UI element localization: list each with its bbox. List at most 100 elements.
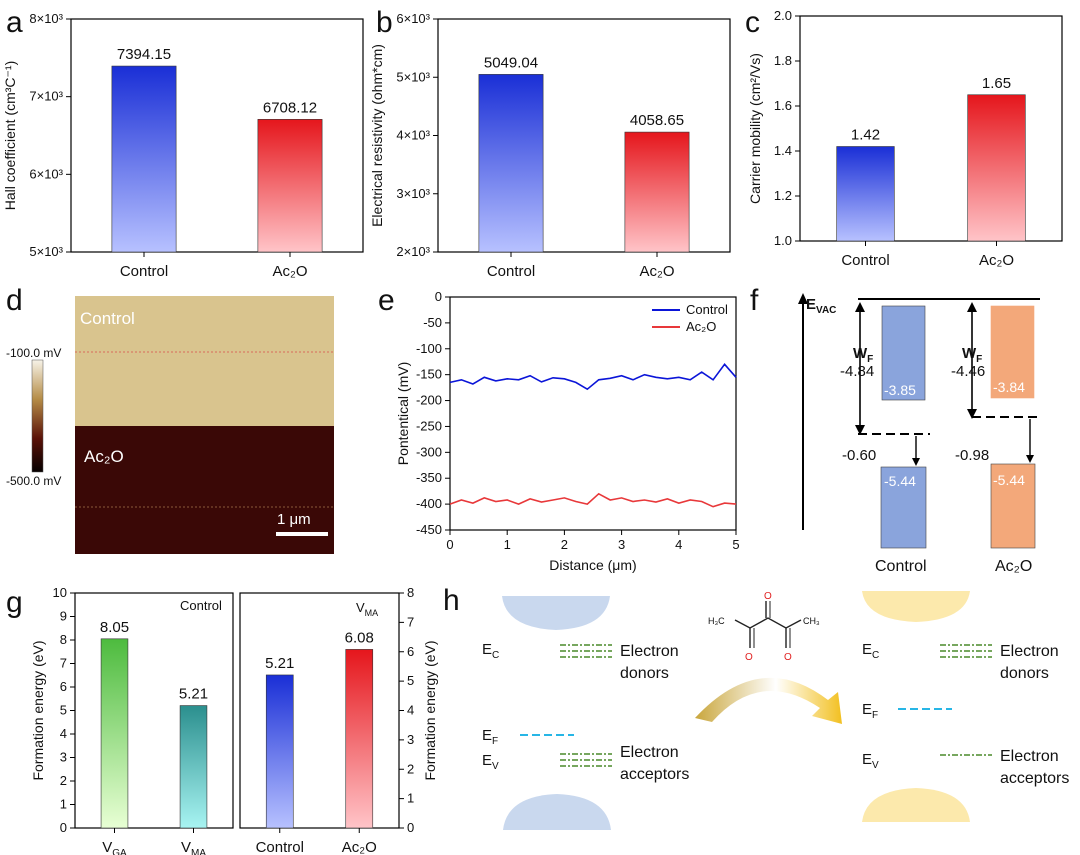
bar: [967, 94, 1026, 242]
x-tick-label: VMA: [181, 839, 206, 855]
ac2o-valence-block: [990, 463, 1036, 549]
control-wf-arrow-down: [855, 425, 865, 435]
y-tick-label: -400: [416, 496, 442, 511]
y-tick-label: 5×10³: [396, 69, 430, 84]
ac2o-diagram-label: Ac₂O: [995, 558, 1032, 575]
y-tick-label: 5: [407, 673, 414, 688]
y-tick-label: 0: [407, 820, 414, 835]
panel-f-energy-diagram: EVAC -3.85 -5.44 WF -4.84 -0.60 Control …: [798, 293, 1040, 575]
panel-letter-h: h: [443, 584, 460, 617]
x-tick-label-main: Control: [487, 263, 535, 280]
left-ef-label: EF: [482, 727, 498, 747]
molecule-oxygen-top: O: [764, 591, 772, 602]
y-tick-label: 5×10³: [29, 244, 63, 259]
x-tick-label-main: Ac₂O: [342, 839, 377, 855]
y-tick-label: 3×10³: [396, 186, 430, 201]
y-tick-label: 6: [60, 679, 67, 694]
left-donors-label-1: Electron: [620, 643, 679, 660]
chart-formation-energy-vma: 0 1 2 3 4 5 6 7 8 Formation energy (eV) 5.21 Contro…: [239, 585, 438, 855]
y-tick-label: -250: [416, 418, 442, 433]
y-tick-label: -50: [423, 315, 442, 330]
molecule-oxygen-left: O: [745, 652, 753, 663]
x-tick-label: 3: [618, 537, 625, 552]
x-tick-label: 5: [732, 537, 739, 552]
x-tick-label-main: Control: [120, 263, 168, 280]
panel-letter-c: c: [745, 6, 760, 39]
y-tick-label: -200: [416, 393, 442, 408]
x-tick-label-main: Ac₂O: [273, 263, 308, 280]
annotation-vma: VMA: [356, 600, 378, 618]
x-tick-label-sub: MA: [191, 848, 206, 855]
bar-value-label: 1.65: [982, 75, 1011, 92]
y-tick-label: 7×10³: [29, 89, 63, 104]
x-tick-label-sub: GA: [112, 848, 127, 855]
right-acceptors-label-1: Electron: [1000, 748, 1059, 765]
kpfm-label-control: Control: [80, 309, 135, 328]
y-tick-label: 4: [60, 726, 67, 741]
x-tick-label-main: V: [181, 839, 191, 855]
kpfm-control-region: [75, 296, 334, 427]
legend-label: Control: [686, 302, 728, 317]
y-axis-title: Carrier mobility (cm²/Vs): [747, 53, 763, 204]
ac2o-conduction-block: [990, 305, 1035, 399]
panel-letter-f: f: [750, 284, 759, 317]
y-tick-label: -100: [416, 341, 442, 356]
y-tick-label: 0: [60, 820, 67, 835]
x-tick-label: Ac₂O: [273, 263, 308, 280]
x-tick-label: VGA: [102, 839, 127, 855]
x-tick-label-main: Ac₂O: [640, 263, 675, 280]
y-tick-label: 6×10³: [396, 11, 430, 26]
chart-surface-potential: 0 -50 -100 -150 -200 -250 -300 -350 -400 -450 0 1 2 3…: [395, 289, 740, 573]
x-tick-label: Control: [120, 263, 168, 280]
panel-letter-e: e: [378, 284, 395, 317]
left-conduction-band: [502, 596, 610, 630]
bar-value-label: 1.42: [851, 127, 880, 144]
y-tick-label: 7: [60, 656, 67, 671]
left-acceptor-levels: [560, 753, 612, 767]
x-tick-label: 1: [504, 537, 511, 552]
ac2o-wf-arrow-down: [967, 409, 977, 419]
right-ev-label: EV: [862, 751, 879, 771]
x-tick-label-main: V: [102, 839, 112, 855]
y-tick-label: 4×10³: [396, 128, 430, 143]
right-donors-label-2: donors: [1000, 665, 1049, 682]
bar: [111, 65, 177, 253]
kpfm-label-ac2o: Ac₂O: [84, 447, 124, 466]
ac2o-wf-label: WF: [962, 345, 982, 365]
y-tick-label: 4: [407, 703, 414, 718]
right-acceptors-label-2: acceptors: [1000, 770, 1069, 787]
left-ev-label: EV: [482, 752, 499, 772]
y-tick-label: 8: [407, 585, 414, 600]
x-tick-label: Control: [487, 263, 535, 280]
y-axis-title: Hall coefficient (cm³C⁻¹): [2, 61, 18, 211]
x-tick-label: 2: [561, 537, 568, 552]
y-tick-label: 1.6: [774, 98, 792, 113]
chart-electrical-resistivity: 2×10³ 3×10³ 4×10³ 5×10³ 6×10³ Electrical resi…: [369, 11, 731, 280]
y-tick-label: 8: [60, 632, 67, 647]
x-tick-label-main: Control: [256, 839, 304, 855]
control-cbm-value: -3.85: [884, 382, 916, 398]
right-ef-label: EF: [862, 701, 878, 721]
scale-bar-label: 1 μm: [277, 511, 311, 528]
y-axis-title: Formation energy (eV): [422, 640, 438, 780]
y-tick-label: 1.2: [774, 188, 792, 203]
x-tick-label: Ac₂O: [979, 252, 1014, 269]
y-axis-title: Formation energy (eV): [30, 640, 46, 780]
control-gap-arrowhead: [912, 458, 920, 466]
annotation-vma-main: V: [356, 600, 365, 615]
y-tick-label: -350: [416, 470, 442, 485]
panel-letter-b: b: [376, 6, 393, 39]
left-donor-levels: [560, 644, 612, 658]
y-tick-label: 1: [60, 797, 67, 812]
y-tick-label: 7: [407, 614, 414, 629]
bar: [478, 74, 544, 253]
series-line-control: [449, 363, 737, 391]
annotation-control: Control: [180, 598, 222, 613]
y-tick-label: 6×10³: [29, 166, 63, 181]
panel-letter-d: d: [6, 284, 23, 317]
panel-h-schematic: EC EF EV Electron donors Electron accept…: [482, 591, 1069, 830]
bar-value-label: 7394.15: [117, 46, 171, 63]
x-tick-label: 4: [675, 537, 682, 552]
bar: [836, 146, 895, 242]
colorbar-max-label: -100.0 mV: [6, 346, 61, 360]
